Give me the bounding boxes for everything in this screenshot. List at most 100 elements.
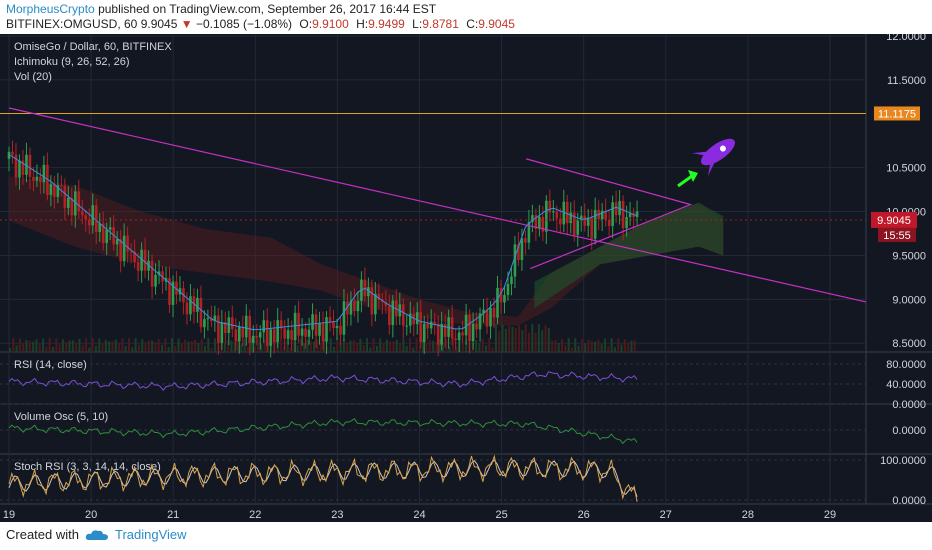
candle-body — [307, 329, 311, 337]
candle-body — [321, 323, 325, 342]
candle-body — [565, 201, 569, 224]
tradingview-link[interactable]: TradingView — [114, 527, 187, 542]
candle-body — [531, 215, 534, 223]
candle-body — [25, 154, 28, 175]
volume-bar — [28, 341, 31, 352]
volume-bar — [399, 343, 402, 352]
candle-body — [91, 205, 95, 226]
publish-info: published on TradingView.com, September … — [98, 2, 437, 16]
last-price-tag — [871, 211, 917, 228]
candle-body — [335, 325, 339, 329]
volume-bar — [600, 343, 603, 352]
volume-bar — [448, 347, 451, 352]
candle-body — [318, 323, 321, 336]
candle-body — [28, 154, 32, 177]
author-link[interactable]: MorpheusCrypto — [6, 2, 95, 16]
candle-body — [213, 315, 217, 322]
candle-body — [210, 317, 213, 322]
volume-bar — [432, 340, 435, 352]
volume-bar — [174, 346, 177, 352]
volume-bar — [204, 345, 207, 352]
pane-y-tick-label: 0.0000 — [892, 399, 926, 411]
volume-bar — [94, 345, 97, 352]
candle-body — [60, 185, 63, 187]
volume-bar — [339, 344, 342, 352]
volume-bar — [438, 339, 441, 352]
x-tick-label: 21 — [167, 509, 179, 521]
indicator-line — [8, 454, 638, 502]
volume-bar — [587, 339, 590, 352]
volume-bar — [336, 338, 339, 352]
volume-bar — [405, 345, 408, 352]
volume-bar — [607, 346, 610, 352]
candle-body — [517, 244, 520, 261]
volume-bar — [369, 347, 372, 352]
candle-body — [621, 200, 625, 229]
volume-bar — [266, 341, 269, 352]
volume-bar — [128, 338, 131, 352]
pane-title: Volume Osc (5, 10) — [14, 411, 108, 423]
candle-body — [527, 222, 531, 243]
volume-bar — [392, 341, 395, 352]
volume-bar — [346, 342, 349, 352]
candle-body — [21, 160, 25, 175]
countdown-tag — [878, 227, 916, 242]
volume-bar — [161, 344, 164, 352]
candle-body — [286, 330, 290, 339]
open-label: O: — [299, 17, 313, 31]
volume-bar — [230, 340, 233, 352]
candle-body — [150, 260, 154, 287]
symmetrical-triangle — [526, 158, 693, 270]
candle-body — [593, 209, 597, 239]
candle-body — [244, 315, 248, 338]
volume-bar — [627, 342, 630, 352]
candle-body — [269, 329, 272, 346]
volume-bar — [177, 338, 180, 352]
level-price-label: 11.1175 — [878, 108, 916, 120]
candle-body — [339, 325, 342, 335]
green-arrow-head-icon — [688, 170, 698, 182]
candle-body — [412, 313, 416, 325]
volume-bar — [461, 343, 464, 352]
candle-body — [534, 215, 538, 229]
volume-bar — [237, 339, 240, 352]
volume-bar — [594, 341, 597, 352]
volume-bar — [316, 339, 319, 352]
volume-bar — [352, 340, 355, 352]
level-price-tag — [874, 106, 920, 121]
volume-bar — [164, 338, 167, 352]
volume-bar — [564, 345, 567, 352]
volume-bar — [501, 324, 504, 352]
volume-bar — [620, 344, 623, 352]
volume-bar — [35, 339, 38, 352]
candle-body — [422, 323, 426, 343]
volume-bar — [88, 347, 91, 352]
x-tick-label: 22 — [249, 509, 261, 521]
volume-bar — [194, 339, 197, 352]
volume-bar — [240, 344, 243, 352]
volume-bar — [61, 339, 64, 352]
green-arrow-shaft — [677, 174, 693, 188]
candle-body — [367, 287, 370, 297]
chart-canvas[interactable]: 19 20 21 22 23 24 25 26 27 28 29 12.0000 11.5000 10.5… — [0, 34, 932, 522]
indicator-line — [8, 417, 638, 445]
candle-body — [311, 314, 314, 330]
candle-body — [419, 312, 423, 343]
low-value: 9.8781 — [422, 17, 459, 31]
candle-body — [42, 164, 46, 183]
candle-body — [119, 239, 122, 262]
candle-body — [579, 215, 583, 221]
volume-bar — [58, 344, 61, 352]
volume-bar — [22, 343, 25, 352]
candle-body — [231, 317, 234, 330]
volume-bar — [210, 347, 213, 352]
volume-bar — [306, 339, 309, 352]
candle-body — [377, 293, 381, 300]
candle-body — [607, 219, 611, 227]
candle-body — [468, 314, 471, 342]
volume-bar — [567, 338, 570, 352]
candle-body — [635, 211, 639, 218]
x-tick-label: 27 — [660, 509, 672, 521]
volume-bar — [286, 338, 289, 352]
close-label: C: — [466, 17, 479, 31]
